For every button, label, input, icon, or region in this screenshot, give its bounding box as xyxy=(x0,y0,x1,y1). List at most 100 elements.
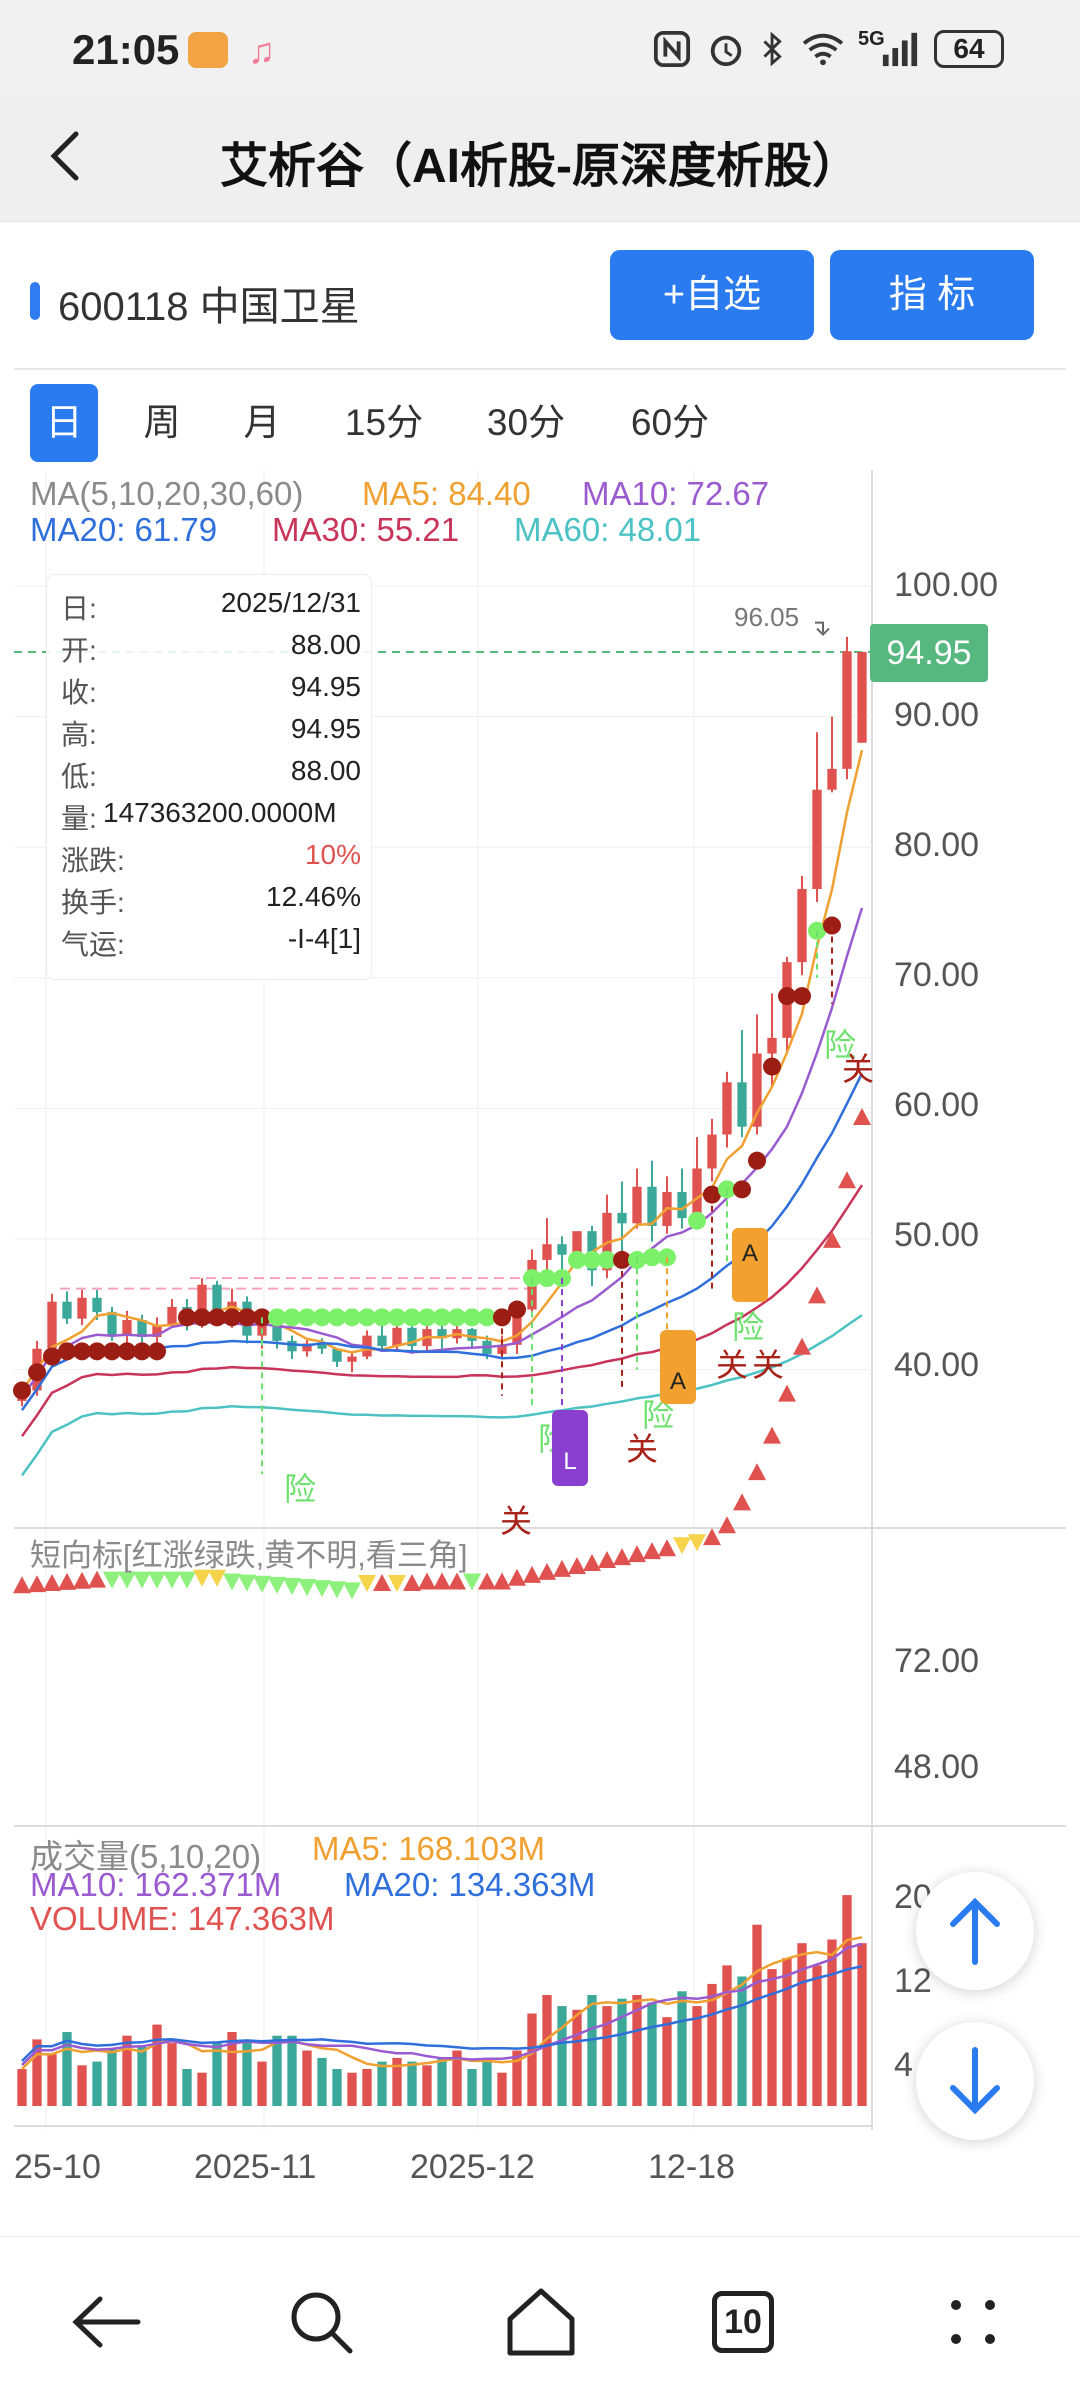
candle-body xyxy=(647,1186,657,1226)
indicator-triangle xyxy=(493,1572,511,1590)
close-signal-label: 关 xyxy=(716,1347,749,1383)
volume-bar xyxy=(587,1995,597,2106)
indicator-triangle xyxy=(178,1571,196,1589)
indicator-triangle xyxy=(643,1542,661,1560)
close-signal-dot xyxy=(13,1381,31,1400)
volume-bar xyxy=(782,1958,792,2106)
close-signal-dot xyxy=(793,987,811,1006)
candle-body xyxy=(632,1186,642,1224)
volume-bar xyxy=(752,1924,762,2106)
indicator-triangle xyxy=(793,1337,811,1355)
indicator-triangle xyxy=(148,1571,166,1589)
indicator-triangle xyxy=(193,1569,211,1587)
volume-bar xyxy=(857,1943,867,2106)
volume-bar xyxy=(272,2035,282,2106)
back-arrow-icon[interactable] xyxy=(62,2277,152,2367)
indicator-axis-label: 72.00 xyxy=(894,1642,980,1680)
date-axis-label: 25-10 xyxy=(14,2148,101,2186)
status-bar: 21:05 ♫ 5G 64 xyxy=(0,0,1080,92)
candle-body xyxy=(617,1212,627,1224)
stock-chart[interactable] xyxy=(0,470,1080,2190)
close-signal-dot xyxy=(193,1308,211,1327)
candle-body xyxy=(512,1309,522,1345)
stock-code-name: 600118 中国卫星 xyxy=(58,285,360,329)
tab-60min[interactable]: 60分 xyxy=(630,402,710,443)
close-signal-dot xyxy=(238,1308,256,1327)
close-signal-dot xyxy=(118,1342,136,1361)
tooltip-row: 换手: 12.46% xyxy=(61,881,361,918)
indicator-triangle xyxy=(658,1539,676,1557)
tab-30min[interactable]: 30分 xyxy=(486,402,566,443)
scroll-down-button[interactable] xyxy=(916,2022,1034,2140)
risk-signal-dot xyxy=(463,1308,481,1327)
volume-bar xyxy=(677,1991,687,2106)
ma60-value: MA60: 48.01 xyxy=(514,511,702,548)
ma20-value: MA20: 61.79 xyxy=(30,511,218,548)
candle-body xyxy=(497,1344,507,1354)
tab-month[interactable]: 月 xyxy=(243,402,281,443)
candle-body xyxy=(47,1301,57,1349)
home-icon[interactable] xyxy=(496,2277,586,2367)
alarm-icon xyxy=(710,35,742,67)
risk-signal-dot xyxy=(283,1308,301,1327)
tab-day[interactable]: 日 xyxy=(30,384,98,462)
candle-body xyxy=(677,1191,687,1219)
search-icon[interactable] xyxy=(276,2277,366,2367)
volume-bar xyxy=(497,2072,507,2106)
menu-dots-icon[interactable] xyxy=(928,2277,1018,2367)
volume-bar xyxy=(122,2035,132,2106)
indicator-triangle xyxy=(778,1384,796,1402)
volume-bar xyxy=(182,2069,192,2106)
close-signal-dot xyxy=(103,1342,121,1361)
short-indicator-label: 短向标[红涨绿跌,黄不明,看三角] xyxy=(30,1538,468,1573)
indicator-triangle xyxy=(478,1572,496,1590)
tab-15min[interactable]: 15分 xyxy=(344,402,424,443)
indicator-triangle xyxy=(463,1573,481,1591)
volume-ma5: MA5: 168.103M xyxy=(312,1830,545,1867)
close-signal-label: 关 xyxy=(500,1503,533,1539)
indicator-triangle xyxy=(763,1426,781,1444)
date-axis-label: 2025-12 xyxy=(410,2148,535,2186)
indicator-button[interactable]: 指 标 xyxy=(830,250,1034,340)
indicator-triangle xyxy=(508,1568,526,1586)
candle-body xyxy=(797,888,807,963)
volume-bar xyxy=(557,2006,567,2106)
close-signal-dot xyxy=(733,1180,751,1199)
indicator-triangle xyxy=(808,1286,826,1304)
risk-signal-dot xyxy=(418,1308,436,1327)
candle-tooltip: 日: 2025/12/31 开: 88.00 收: 94.95 高: 94.95 低: 8… xyxy=(46,574,372,980)
candle-body xyxy=(317,1343,327,1349)
volume-ma10: MA10: 162.371M xyxy=(30,1866,282,1903)
volume-bar xyxy=(512,2050,522,2106)
candle-body xyxy=(197,1284,207,1323)
ma60-line xyxy=(20,1314,863,1477)
volume-bar xyxy=(227,2032,237,2106)
ma10-line xyxy=(20,907,864,1398)
back-icon[interactable] xyxy=(30,116,110,196)
tabs-count-button[interactable]: 10 xyxy=(712,2291,774,2353)
add-watchlist-button[interactable]: +自选 xyxy=(610,250,814,340)
indicator-triangle xyxy=(418,1572,436,1590)
close-signal-dot xyxy=(148,1342,166,1361)
candle-body xyxy=(137,1319,147,1337)
indicator-triangle xyxy=(298,1579,316,1597)
close-signal-dot xyxy=(43,1347,61,1366)
volume-bar xyxy=(317,2057,327,2106)
volume-bar xyxy=(212,2043,222,2106)
volume-bar xyxy=(467,2069,477,2106)
volume-bar xyxy=(542,1995,552,2106)
volume-ma20-line xyxy=(21,1965,863,2062)
scroll-up-button[interactable] xyxy=(916,1872,1034,1990)
risk-signal-dot xyxy=(328,1308,346,1327)
volume-bar xyxy=(662,2017,672,2106)
indicator-triangle xyxy=(733,1493,751,1511)
ma30-value: MA30: 55.21 xyxy=(272,511,460,548)
close-signal-label: 关 xyxy=(752,1347,785,1383)
candle-body xyxy=(167,1306,177,1326)
risk-signal-dot xyxy=(643,1248,661,1267)
tab-week[interactable]: 周 xyxy=(143,402,181,443)
indicator-triangle xyxy=(43,1573,61,1591)
tooltip-row: 日: 2025/12/31 xyxy=(61,587,361,624)
volume-bar xyxy=(17,2069,27,2106)
indicator-triangle xyxy=(538,1562,556,1580)
